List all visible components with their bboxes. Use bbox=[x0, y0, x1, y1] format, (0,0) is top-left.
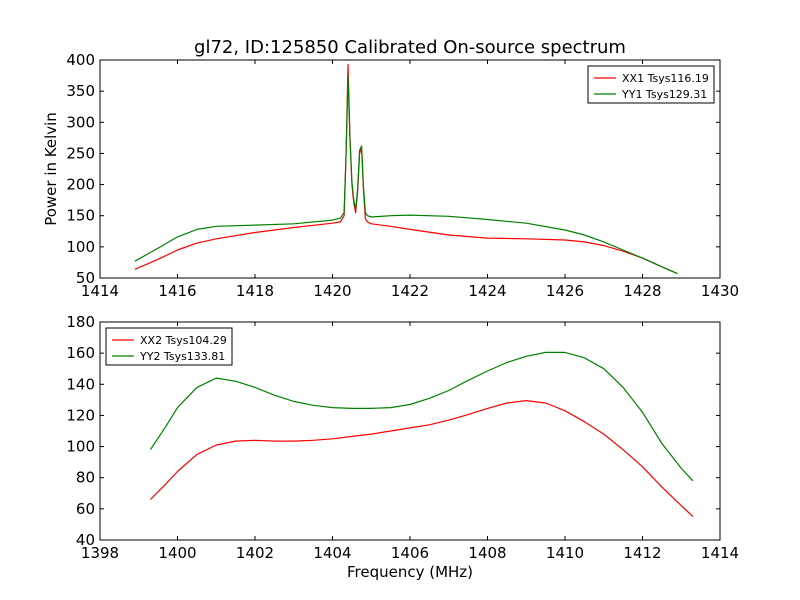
x-tick-label: 1400 bbox=[158, 544, 196, 562]
y-tick-label: 200 bbox=[66, 176, 95, 194]
legend-label: YY2 Tsys133.81 bbox=[139, 350, 225, 363]
y-tick-label: 60 bbox=[76, 500, 95, 518]
x-tick-label: 1422 bbox=[391, 282, 429, 300]
y-tick-label: 160 bbox=[66, 344, 95, 362]
x-tick-label: 1418 bbox=[236, 282, 274, 300]
x-tick-label: 1402 bbox=[236, 544, 274, 562]
top-panel: 1414 1416 1418 1420 1422 1424 1426 1428 1430 50 10… bbox=[42, 51, 739, 300]
y-tick-label: 400 bbox=[66, 51, 95, 69]
x-tick-label: 1430 bbox=[701, 282, 739, 300]
series-line-2 bbox=[134, 74, 678, 275]
legend-label: XX2 Tsys104.29 bbox=[140, 334, 227, 347]
x-tick-label: 1426 bbox=[546, 282, 584, 300]
y-tick-label: 50 bbox=[76, 269, 95, 287]
x-tick-label: 1406 bbox=[391, 544, 429, 562]
y-tick-label: 100 bbox=[66, 238, 95, 256]
y-tick-label: 120 bbox=[66, 406, 95, 424]
legend: XX1 Tsys116.19 YY1 Tsys129.31 bbox=[587, 65, 715, 104]
x-tick-label: 1414 bbox=[701, 544, 739, 562]
y-tick-label: 150 bbox=[66, 207, 95, 225]
y-axis-label: Power in Kelvin bbox=[42, 112, 60, 226]
x-tick-label: 1414 bbox=[81, 282, 119, 300]
y-tick-label: 180 bbox=[66, 313, 95, 331]
y-tick-label: 250 bbox=[66, 144, 95, 162]
x-tick-label: 1420 bbox=[313, 282, 351, 300]
y-tick-label: 300 bbox=[66, 113, 95, 131]
x-tick-label: 1412 bbox=[623, 544, 661, 562]
x-tick-label: 1398 bbox=[81, 544, 119, 562]
legend-label: XX1 Tsys116.19 bbox=[622, 72, 709, 85]
x-tick-label: 1424 bbox=[468, 282, 506, 300]
x-tick-label: 1428 bbox=[623, 282, 661, 300]
chart-title: gl72, ID:125850 Calibrated On-source spe… bbox=[194, 37, 626, 58]
series-line-2 bbox=[149, 351, 694, 482]
legend: XX2 Tsys104.29 YY2 Tsys133.81 bbox=[105, 327, 233, 366]
x-axis-label: Frequency (MHz) bbox=[347, 563, 473, 581]
x-tick-label: 1408 bbox=[468, 544, 506, 562]
y-tick-label: 140 bbox=[66, 375, 95, 393]
bottom-panel: 1398 1400 1402 1404 1406 1408 1410 1412 1414 40 60… bbox=[66, 313, 739, 581]
x-tick-label: 1404 bbox=[313, 544, 351, 562]
y-tick-label: 100 bbox=[66, 438, 95, 456]
x-tick-label: 1410 bbox=[546, 544, 584, 562]
y-tick-label: 80 bbox=[76, 469, 95, 487]
legend-label: YY1 Tsys129.31 bbox=[621, 88, 707, 101]
x-tick-label: 1416 bbox=[158, 282, 196, 300]
y-tick-label: 350 bbox=[66, 82, 95, 100]
y-tick-label: 40 bbox=[76, 531, 95, 549]
series-line-1 bbox=[149, 400, 694, 518]
